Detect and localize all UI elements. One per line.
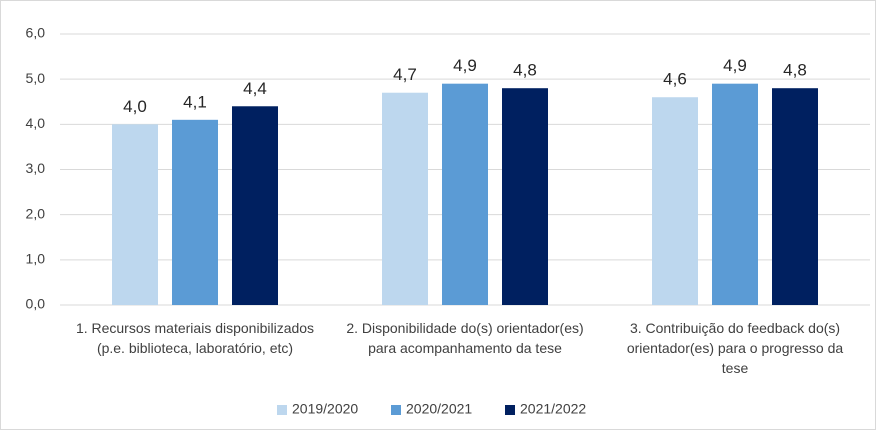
bar xyxy=(502,88,548,305)
value-label: 4,1 xyxy=(183,92,207,111)
bar xyxy=(172,119,218,305)
legend-swatch xyxy=(505,405,515,415)
y-tick-label: 2,0 xyxy=(26,205,46,221)
bar xyxy=(382,92,428,305)
y-tick-label: 0,0 xyxy=(26,296,46,312)
bar xyxy=(112,124,158,305)
value-label: 4,9 xyxy=(453,56,477,75)
value-label: 4,8 xyxy=(513,61,537,80)
bar xyxy=(232,106,278,306)
value-label: 4,9 xyxy=(723,56,747,75)
y-tick-label: 6,0 xyxy=(26,25,46,41)
y-tick-label: 5,0 xyxy=(26,70,46,86)
bar xyxy=(712,83,758,305)
x-tick-label: 3. Contribuição do feedback do(s) orient… xyxy=(626,320,844,376)
bar xyxy=(772,88,818,305)
value-label: 4,6 xyxy=(663,70,687,89)
legend-swatch xyxy=(277,405,287,415)
legend-label: 2019/2020 xyxy=(292,401,358,417)
legend-label: 2021/2022 xyxy=(520,401,586,417)
bar xyxy=(652,97,698,305)
value-label: 4,4 xyxy=(243,79,267,98)
value-label: 4,8 xyxy=(783,61,807,80)
legend-swatch xyxy=(391,405,401,415)
y-tick-label: 3,0 xyxy=(26,160,46,176)
y-tick-label: 1,0 xyxy=(26,251,46,267)
legend-label: 2020/2021 xyxy=(406,401,472,417)
x-tick-label: 2. Disponibilidade do(s) orientador(es) … xyxy=(346,320,584,356)
x-tick-label: 1. Recursos materiais disponibilizados (… xyxy=(75,320,315,356)
y-tick-label: 4,0 xyxy=(26,115,46,131)
value-label: 4,7 xyxy=(393,65,417,84)
bar xyxy=(442,83,488,305)
value-label: 4,0 xyxy=(123,97,147,116)
